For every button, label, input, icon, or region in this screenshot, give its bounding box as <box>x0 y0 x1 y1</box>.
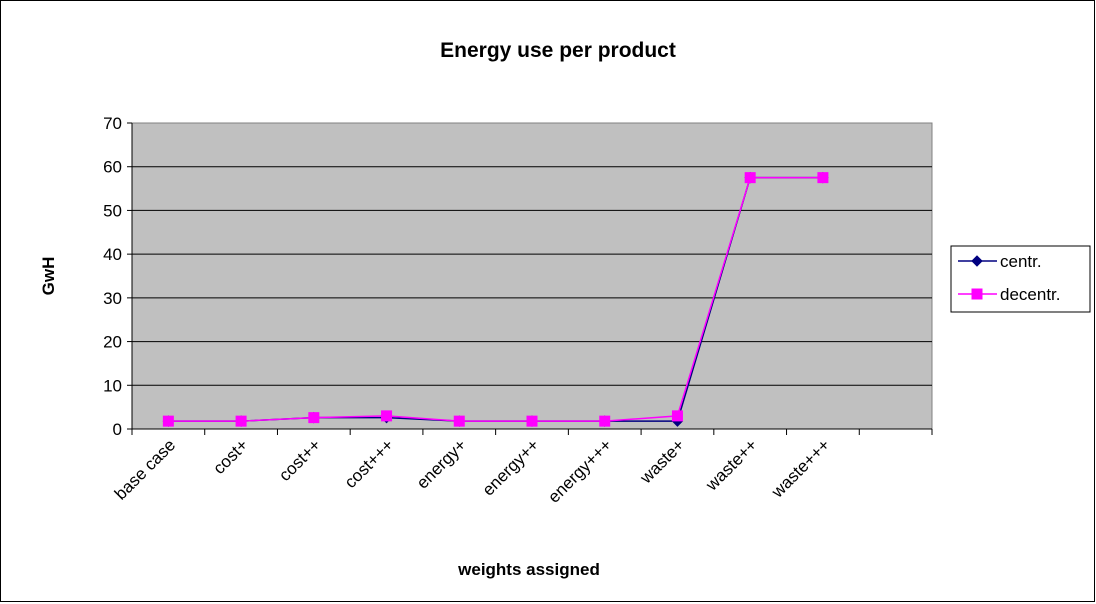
x-axis-title: weights assigned <box>457 560 600 579</box>
x-tick-label: energy++ <box>479 435 543 499</box>
data-point <box>671 410 683 422</box>
gridlines <box>132 166 932 386</box>
data-point <box>744 172 756 184</box>
x-tick-label: base case <box>111 435 179 503</box>
x-tick-label: cost++ <box>275 435 325 485</box>
data-point <box>526 415 538 427</box>
chart-title: Energy use per product <box>440 39 676 62</box>
y-tick-label: 60 <box>103 158 122 177</box>
y-axis-title: GwH <box>39 257 58 296</box>
data-point <box>235 415 247 427</box>
y-tick-label: 70 <box>103 114 122 133</box>
data-point <box>971 255 983 267</box>
y-tick-label: 20 <box>103 333 122 352</box>
x-tick-label: cost+++ <box>341 435 398 492</box>
data-point <box>453 415 465 427</box>
series-decentr <box>162 172 829 427</box>
data-point <box>308 412 320 424</box>
x-tick-label: waste+ <box>636 435 689 488</box>
data-point <box>599 415 611 427</box>
data-point <box>817 172 829 184</box>
series-layer <box>162 171 829 427</box>
data-point <box>971 288 983 300</box>
x-tick-label: waste+++ <box>767 435 834 502</box>
y-tick-label: 30 <box>103 289 122 308</box>
y-tick-label: 40 <box>103 245 122 264</box>
y-tick-label: 0 <box>113 420 122 439</box>
data-point <box>162 415 174 427</box>
x-tick-label: energy+ <box>413 435 470 492</box>
x-tick-label: energy+++ <box>544 435 615 506</box>
legend: centr. decentr. <box>950 245 1091 313</box>
legend-box <box>950 245 1091 313</box>
x-tick-label: waste++ <box>701 435 761 495</box>
legend-label: decentr. <box>1000 285 1061 304</box>
y-tick-label: 50 <box>103 201 122 220</box>
data-point <box>381 410 393 422</box>
series-line <box>168 176 823 422</box>
legend-label: centr. <box>1000 252 1042 271</box>
y-tick-label: 10 <box>103 376 122 395</box>
x-tick-label: cost+ <box>209 435 252 478</box>
plot-area <box>131 122 933 430</box>
